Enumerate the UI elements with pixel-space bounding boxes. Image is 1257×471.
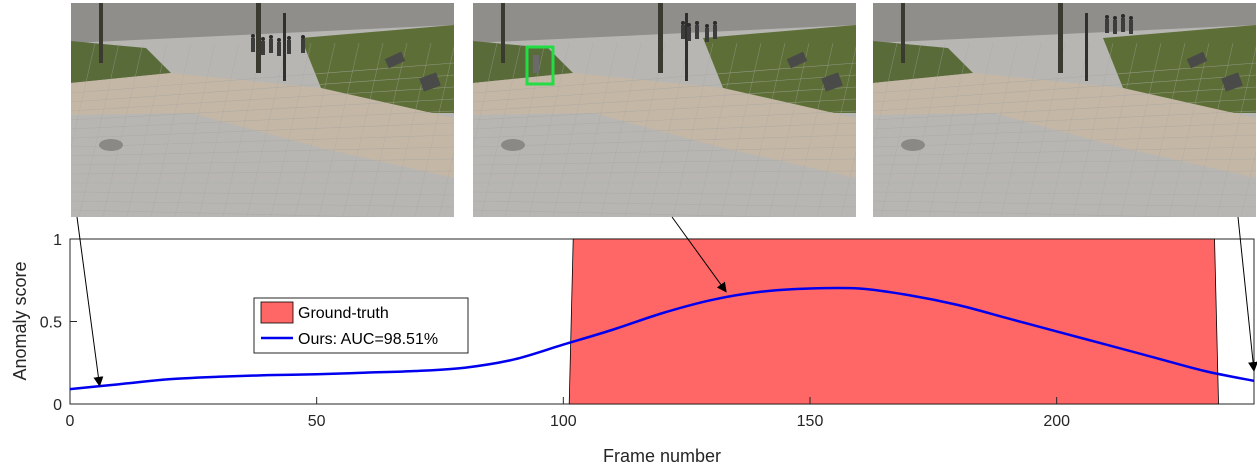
frame-arrow-2 — [671, 216, 727, 293]
legend-swatch-ground-truth — [260, 301, 294, 324]
y-tick-label: 0 — [53, 397, 62, 414]
ground-truth-region — [568, 238, 1219, 405]
y-tick-label: 0.5 — [40, 315, 62, 332]
video-frame-3 — [873, 3, 1256, 217]
y-tick-label: 1 — [53, 232, 62, 249]
x-tick-label: 50 — [308, 413, 326, 430]
y-axis-label: Anomaly score — [10, 261, 30, 380]
video-frame-2 — [473, 3, 856, 217]
legend: Ground-truth Ours: AUC=98.51% — [253, 297, 469, 354]
legend-label-ours: Ours: AUC=98.51% — [298, 331, 438, 348]
x-axis-label: Frame number — [603, 446, 721, 466]
x-tick-label: 200 — [1043, 413, 1070, 430]
video-frame-1 — [71, 3, 454, 217]
series-line-0 — [69, 286, 1255, 391]
anomaly-bounding-box — [525, 45, 555, 86]
frame-arrow-3 — [1237, 216, 1257, 372]
x-tick-label: 0 — [66, 413, 75, 430]
x-tick-label: 100 — [550, 413, 577, 430]
legend-label-ground-truth: Ground-truth — [298, 305, 389, 322]
frame-arrow-1 — [76, 216, 104, 387]
x-tick-label: 150 — [797, 413, 824, 430]
